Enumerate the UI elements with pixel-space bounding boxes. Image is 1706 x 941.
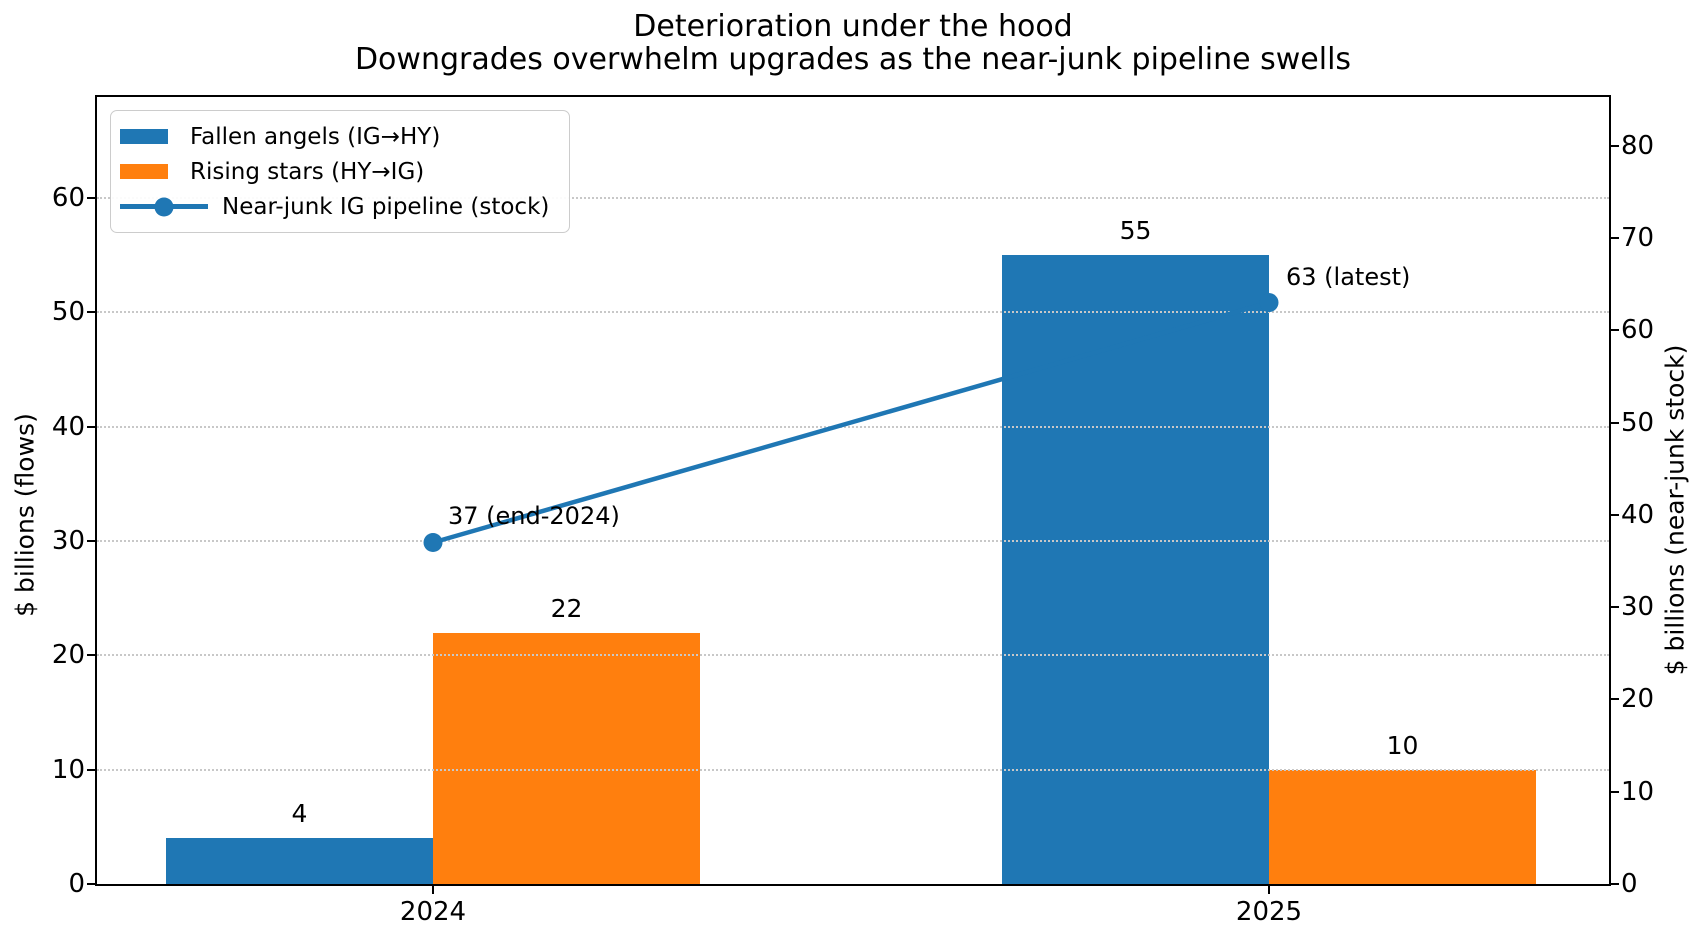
left-axis-title: $ billions (flows): [10, 413, 40, 617]
gridline: [97, 311, 1609, 314]
left-tick-mark: [87, 311, 95, 314]
right-tick-label: 0: [1621, 869, 1638, 899]
left-tick-label: 30: [51, 526, 85, 557]
legend-item-near-junk-pipeline: Near-junk IG pipeline (stock): [120, 189, 549, 224]
title-line-2: Downgrades overwhelm upgrades as the nea…: [354, 42, 1352, 77]
line-marker: [423, 533, 443, 553]
gridline: [97, 768, 1609, 771]
right-tick-label: 70: [1621, 222, 1655, 253]
left-tick-label: 40: [51, 411, 85, 442]
legend-label-fallen-angels: Fallen angels (IG→HY): [190, 123, 441, 150]
x-tick-label: 2024: [399, 897, 467, 927]
right-tick-label: 20: [1621, 684, 1655, 715]
right-tick-label: 80: [1621, 130, 1655, 161]
right-tick-mark: [1611, 698, 1619, 701]
bar-value-label: 10: [1386, 730, 1419, 760]
left-tick-mark: [87, 883, 95, 885]
chart-title: Deterioration under the hood Downgrades …: [0, 10, 1706, 76]
bar-value-label: 55: [1119, 216, 1152, 246]
left-tick-mark: [87, 197, 95, 200]
legend: Fallen angels (IG→HY) Rising stars (HY→I…: [110, 110, 571, 233]
bar-fallen-angels-2025: [1002, 255, 1269, 884]
right-tick-mark: [1611, 329, 1619, 332]
legend-item-rising-stars: Rising stars (HY→IG): [120, 154, 549, 189]
left-tick-label: 50: [51, 297, 85, 328]
legend-swatch-fallen-angels: [120, 129, 168, 144]
left-tick-label: 20: [51, 640, 85, 671]
gridline: [97, 425, 1609, 428]
legend-swatch-rising-stars: [120, 164, 168, 179]
bar-rising-stars-2024: [433, 632, 700, 884]
near-junk-pipeline-line: [423, 293, 1279, 553]
right-tick-mark: [1611, 606, 1619, 609]
line-marker: [1259, 293, 1279, 313]
bar-fallen-angels-2024: [166, 838, 433, 884]
left-tick-mark: [87, 654, 95, 657]
left-tick-mark: [87, 540, 95, 543]
legend-line-marker-icon: [154, 197, 174, 216]
line-point-annotation: 63 (latest): [1286, 262, 1411, 291]
right-tick-label: 10: [1621, 776, 1655, 807]
right-tick-mark: [1611, 421, 1619, 424]
gridline: [97, 540, 1609, 543]
title-line-1: Deterioration under the hood: [633, 9, 1073, 44]
legend-label-near-junk-pipeline: Near-junk IG pipeline (stock): [222, 193, 550, 220]
plot-area: Fallen angels (IG→HY) Rising stars (HY→I…: [52, 95, 1654, 927]
right-tick-label: 40: [1621, 499, 1655, 530]
line-point-annotation: 37 (end-2024): [448, 501, 620, 530]
right-tick-label: 50: [1621, 407, 1655, 438]
bar-value-label: 4: [291, 799, 308, 829]
legend-label-rising-stars: Rising stars (HY→IG): [190, 158, 425, 185]
gridline: [97, 197, 1609, 200]
right-tick-mark: [1611, 236, 1619, 239]
right-tick-mark: [1611, 883, 1619, 885]
gridline: [97, 654, 1609, 657]
left-tick-mark: [87, 768, 95, 771]
bar-rising-stars-2025: [1269, 769, 1536, 884]
right-tick-mark: [1611, 513, 1619, 516]
right-axis-title: $ billions (near-junk stock): [1660, 344, 1690, 676]
x-tick-mark: [1268, 886, 1270, 894]
right-tick-label: 30: [1621, 592, 1655, 623]
right-tick-mark: [1611, 144, 1619, 147]
left-tick-label: 10: [51, 754, 85, 785]
legend-item-fallen-angels: Fallen angels (IG→HY): [120, 119, 549, 154]
x-tick-label: 2025: [1235, 897, 1303, 927]
bar-value-label: 22: [550, 593, 583, 623]
legend-line-sample-icon: [120, 197, 208, 216]
x-tick-mark: [432, 886, 434, 894]
left-tick-label: 0: [68, 869, 85, 899]
left-tick-mark: [87, 425, 95, 428]
right-tick-mark: [1611, 790, 1619, 793]
left-tick-label: 60: [51, 183, 85, 214]
right-tick-label: 60: [1621, 315, 1655, 346]
